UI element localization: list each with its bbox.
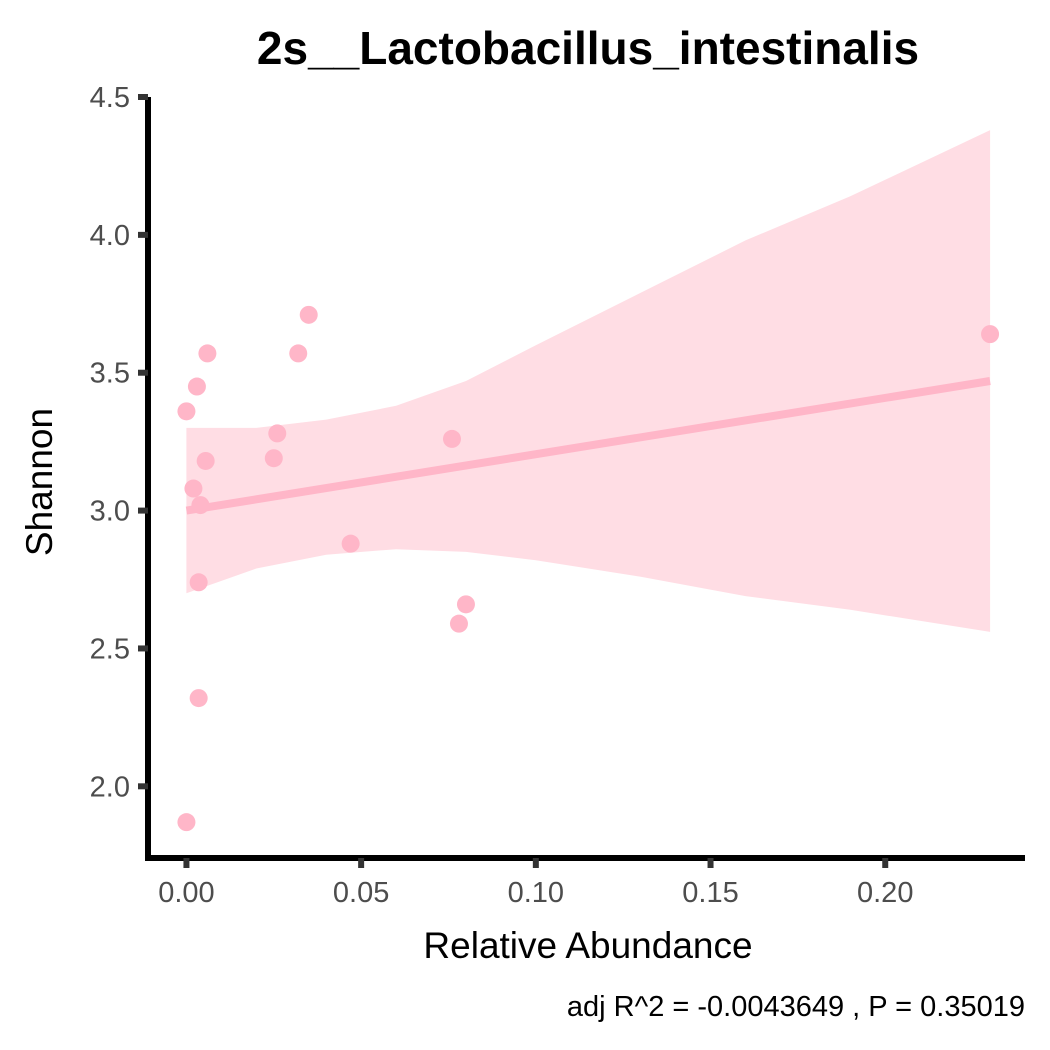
stats-caption: adj R^2 = -0.0043649 , P = 0.35019 — [567, 991, 1025, 1023]
data-point — [264, 449, 283, 468]
x-tick-label: 0.00 — [158, 877, 214, 909]
y-tick-label: 4.5 — [90, 82, 130, 114]
data-point — [189, 689, 208, 708]
data-point — [341, 534, 360, 553]
y-tick-label: 2.5 — [90, 633, 130, 665]
x-tick-label: 0.05 — [333, 877, 389, 909]
x-tick-label: 0.10 — [508, 877, 564, 909]
data-point — [198, 344, 217, 363]
y-tick-label: 3.5 — [90, 358, 130, 390]
x-tick-label: 0.15 — [682, 877, 738, 909]
data-point — [196, 451, 215, 470]
confidence-band — [186, 130, 991, 632]
data-point — [191, 496, 210, 515]
data-point — [177, 402, 196, 421]
data-point — [189, 573, 208, 592]
data-point — [981, 325, 1000, 344]
data-point — [177, 813, 196, 832]
plot-area: 2.0 2.5 3.0 3.5 4.0 4.5 0.00 0.05 0.10 0.15 0.20 — [90, 82, 1025, 909]
x-tick-label: 0.20 — [857, 877, 913, 909]
y-tick-label: 2.0 — [90, 771, 130, 803]
data-point — [268, 424, 287, 443]
y-tick-label: 3.0 — [90, 496, 130, 528]
data-point — [442, 429, 461, 448]
data-point — [299, 305, 318, 324]
chart-title: 2s__Lactobacillus_intestinalis — [257, 22, 919, 74]
data-point — [456, 595, 475, 614]
y-axis-title: Shannon — [19, 408, 60, 556]
data-point — [184, 479, 203, 498]
x-axis-title: Relative Abundance — [423, 925, 752, 966]
data-point — [289, 344, 308, 363]
data-point — [449, 614, 468, 633]
y-tick-label: 4.0 — [90, 220, 130, 252]
data-point — [187, 377, 206, 396]
regression-line — [185, 377, 991, 515]
